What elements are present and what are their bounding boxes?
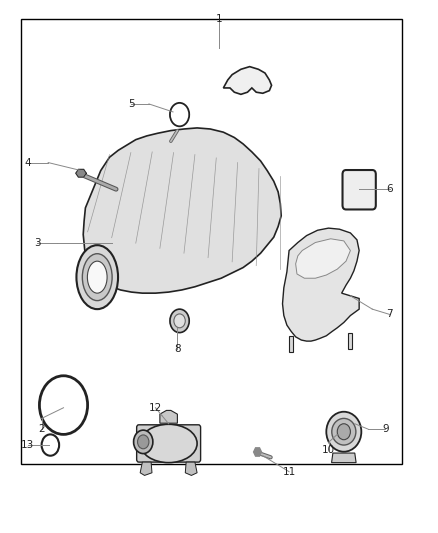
- Circle shape: [134, 430, 153, 454]
- Ellipse shape: [87, 261, 107, 293]
- Polygon shape: [140, 462, 152, 475]
- Text: 6: 6: [386, 184, 393, 194]
- FancyBboxPatch shape: [343, 170, 376, 209]
- Text: 1: 1: [215, 14, 223, 23]
- Polygon shape: [296, 239, 350, 278]
- Polygon shape: [76, 169, 86, 177]
- Polygon shape: [283, 228, 359, 341]
- Text: 12: 12: [149, 403, 162, 413]
- Text: 9: 9: [382, 424, 389, 434]
- Ellipse shape: [326, 411, 361, 452]
- Polygon shape: [289, 336, 293, 352]
- Text: 8: 8: [174, 344, 181, 354]
- Circle shape: [174, 314, 185, 328]
- Ellipse shape: [140, 424, 197, 463]
- Text: 2: 2: [38, 424, 45, 434]
- Polygon shape: [332, 453, 356, 463]
- Polygon shape: [160, 410, 177, 423]
- Text: 11: 11: [283, 467, 296, 477]
- Bar: [21, 19, 402, 464]
- Ellipse shape: [332, 418, 356, 445]
- Circle shape: [138, 435, 149, 449]
- Ellipse shape: [82, 254, 112, 301]
- Text: 10: 10: [322, 446, 335, 455]
- Text: 5: 5: [128, 99, 135, 109]
- Polygon shape: [254, 448, 261, 456]
- Text: 3: 3: [34, 238, 41, 247]
- Text: 7: 7: [386, 310, 393, 319]
- Polygon shape: [83, 128, 281, 293]
- FancyBboxPatch shape: [137, 425, 201, 462]
- Ellipse shape: [77, 245, 118, 309]
- Text: 4: 4: [24, 158, 31, 167]
- Polygon shape: [185, 462, 197, 475]
- Text: 13: 13: [21, 440, 34, 450]
- Polygon shape: [348, 333, 352, 349]
- Polygon shape: [223, 67, 272, 94]
- Circle shape: [337, 424, 350, 440]
- Circle shape: [170, 309, 189, 333]
